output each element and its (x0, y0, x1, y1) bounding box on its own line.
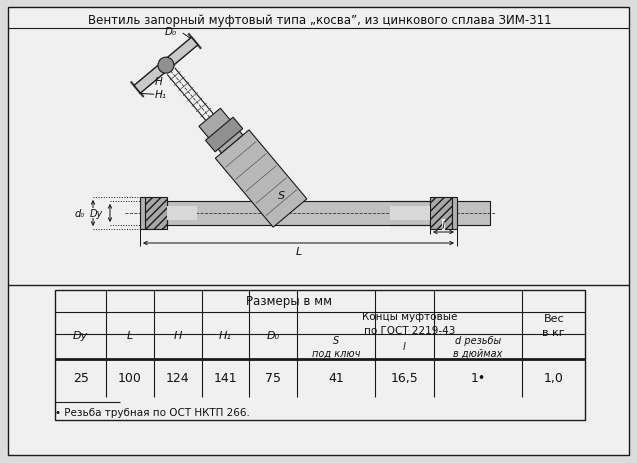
Text: l: l (403, 342, 406, 352)
Text: Вентиль запорный муфтовый типа „косва”, из цинкового сплава ЗИМ-311: Вентиль запорный муфтовый типа „косва”, … (88, 14, 552, 27)
Text: d₀: d₀ (75, 208, 85, 219)
Text: 124: 124 (166, 372, 190, 385)
Text: S
под ключ: S под ключ (311, 336, 360, 358)
Bar (390, 206, 430, 220)
Text: L: L (127, 331, 133, 341)
Text: 100: 100 (118, 372, 142, 385)
Text: d резьбы
в дюймах: d резьбы в дюймах (454, 336, 503, 358)
Bar (452, 198, 457, 230)
Bar (145, 198, 167, 230)
Text: D₀: D₀ (267, 331, 280, 341)
Polygon shape (134, 38, 198, 94)
Bar (140, 198, 145, 230)
Text: H: H (174, 331, 182, 341)
Polygon shape (206, 118, 243, 152)
Text: Dy: Dy (73, 331, 88, 341)
Text: D₀: D₀ (164, 27, 176, 37)
Text: L: L (296, 246, 302, 257)
Text: H₁: H₁ (219, 331, 232, 341)
Text: • Резьба трубная по ОСТ НКТП 266.: • Резьба трубная по ОСТ НКТП 266. (55, 407, 250, 417)
Polygon shape (199, 109, 243, 154)
Text: Dy: Dy (89, 208, 103, 219)
Bar (430, 198, 452, 230)
Text: Вес
в кг: Вес в кг (543, 313, 565, 337)
Text: H₁: H₁ (155, 90, 167, 100)
Text: Концы муфтовые
по ГОСТ 2219-43: Концы муфтовые по ГОСТ 2219-43 (362, 312, 457, 335)
Text: 16,5: 16,5 (390, 372, 418, 385)
Bar (55, 290, 585, 420)
Bar (167, 206, 197, 220)
Text: 41: 41 (328, 372, 344, 385)
Bar (145, 201, 490, 225)
Polygon shape (215, 131, 307, 228)
Text: H: H (155, 77, 163, 87)
Text: 75: 75 (266, 372, 282, 385)
Text: l: l (442, 220, 445, 231)
Text: Размеры в мм: Размеры в мм (246, 295, 332, 308)
Circle shape (158, 58, 174, 74)
Text: 25: 25 (73, 372, 89, 385)
Text: S: S (278, 191, 285, 201)
Text: 1,0: 1,0 (544, 372, 564, 385)
Text: 1•: 1• (471, 372, 486, 385)
Text: 141: 141 (214, 372, 238, 385)
